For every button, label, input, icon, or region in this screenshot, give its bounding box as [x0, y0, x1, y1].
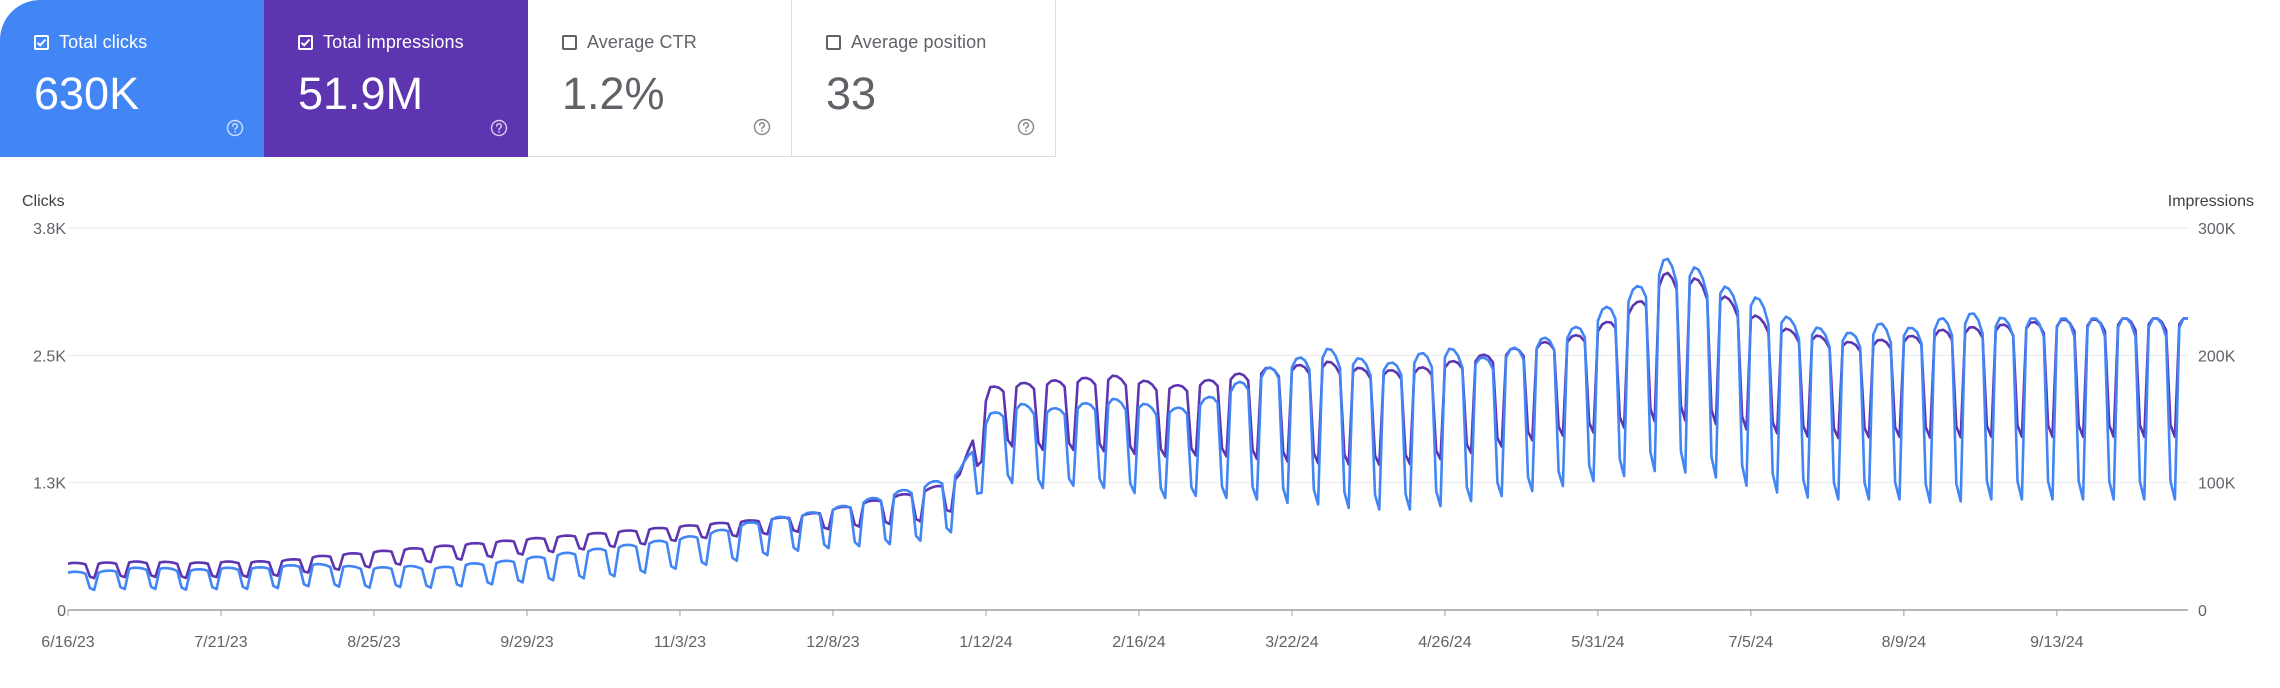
x-tick-label: 4/26/24: [1418, 634, 1471, 651]
checkbox-unchecked-icon[interactable]: [562, 35, 577, 50]
metric-value: 1.2%: [562, 68, 665, 119]
metric-card-average-position[interactable]: Average position 33: [792, 0, 1056, 157]
x-tick-label: 11/3/23: [654, 634, 706, 651]
x-tick-label: 7/21/23: [194, 634, 247, 651]
x-tick-label: 3/22/24: [1265, 634, 1318, 651]
x-tick-label: 7/5/24: [1729, 634, 1774, 651]
x-tick-label: 8/9/24: [1882, 634, 1927, 651]
help-circle-icon[interactable]: [1017, 118, 1035, 136]
y-tick-label-right: 300K: [2198, 221, 2236, 238]
help-circle-icon[interactable]: [226, 119, 244, 137]
y-tick-label-left: 2.5K: [33, 348, 66, 365]
metric-value: 51.9M: [298, 68, 424, 119]
metric-label: Average position: [851, 32, 987, 52]
metric-card-average-ctr[interactable]: Average CTR 1.2%: [528, 0, 792, 157]
x-tick-label: 9/13/24: [2030, 634, 2083, 651]
metric-label: Total impressions: [323, 32, 464, 52]
x-tick-label: 2/16/24: [1112, 634, 1165, 651]
y-tick-label-left: 0: [57, 603, 66, 620]
metric-card-total-impressions[interactable]: Total impressions 51.9M: [264, 0, 528, 157]
series-line-impressions: [67, 271, 2188, 580]
metric-label: Average CTR: [587, 32, 697, 52]
x-tick-label: 6/16/23: [41, 634, 94, 651]
y-tick-label-right: 0: [2198, 603, 2207, 620]
metric-card-header: Total clicks: [34, 32, 147, 53]
y-tick-label-left: 3.8K: [33, 221, 66, 238]
y-tick-label-right: 200K: [2198, 348, 2236, 365]
metric-card-header: Total impressions: [298, 32, 464, 53]
x-tick-label: 12/8/23: [806, 634, 859, 651]
y-tick-label-right: 100K: [2198, 476, 2236, 493]
metric-cards: Total clicks 630K Total impressions 51.9…: [0, 0, 1056, 157]
y-axis-left-title: Clicks: [22, 193, 65, 210]
metric-card-header: Average position: [826, 32, 986, 53]
checkbox-checked-icon[interactable]: [298, 35, 313, 50]
help-circle-icon[interactable]: [753, 118, 771, 136]
x-tick-label: 1/12/24: [959, 634, 1012, 651]
y-tick-label-left: 1.3K: [33, 476, 66, 493]
x-tick-label: 8/25/23: [347, 634, 400, 651]
series-line-clicks: [67, 257, 2188, 592]
metric-value: 630K: [34, 68, 140, 119]
checkbox-unchecked-icon[interactable]: [826, 35, 841, 50]
x-tick-label: 9/29/23: [500, 634, 553, 651]
y-axis-right-title: Impressions: [2167, 193, 2254, 210]
metric-card-header: Average CTR: [562, 32, 697, 53]
checkbox-checked-icon[interactable]: [34, 35, 49, 50]
metric-card-total-clicks[interactable]: Total clicks 630K: [0, 0, 264, 157]
metric-value: 33: [826, 68, 877, 119]
help-circle-icon[interactable]: [490, 119, 508, 137]
x-tick-label: 5/31/24: [1571, 634, 1624, 651]
metric-label: Total clicks: [59, 32, 148, 52]
